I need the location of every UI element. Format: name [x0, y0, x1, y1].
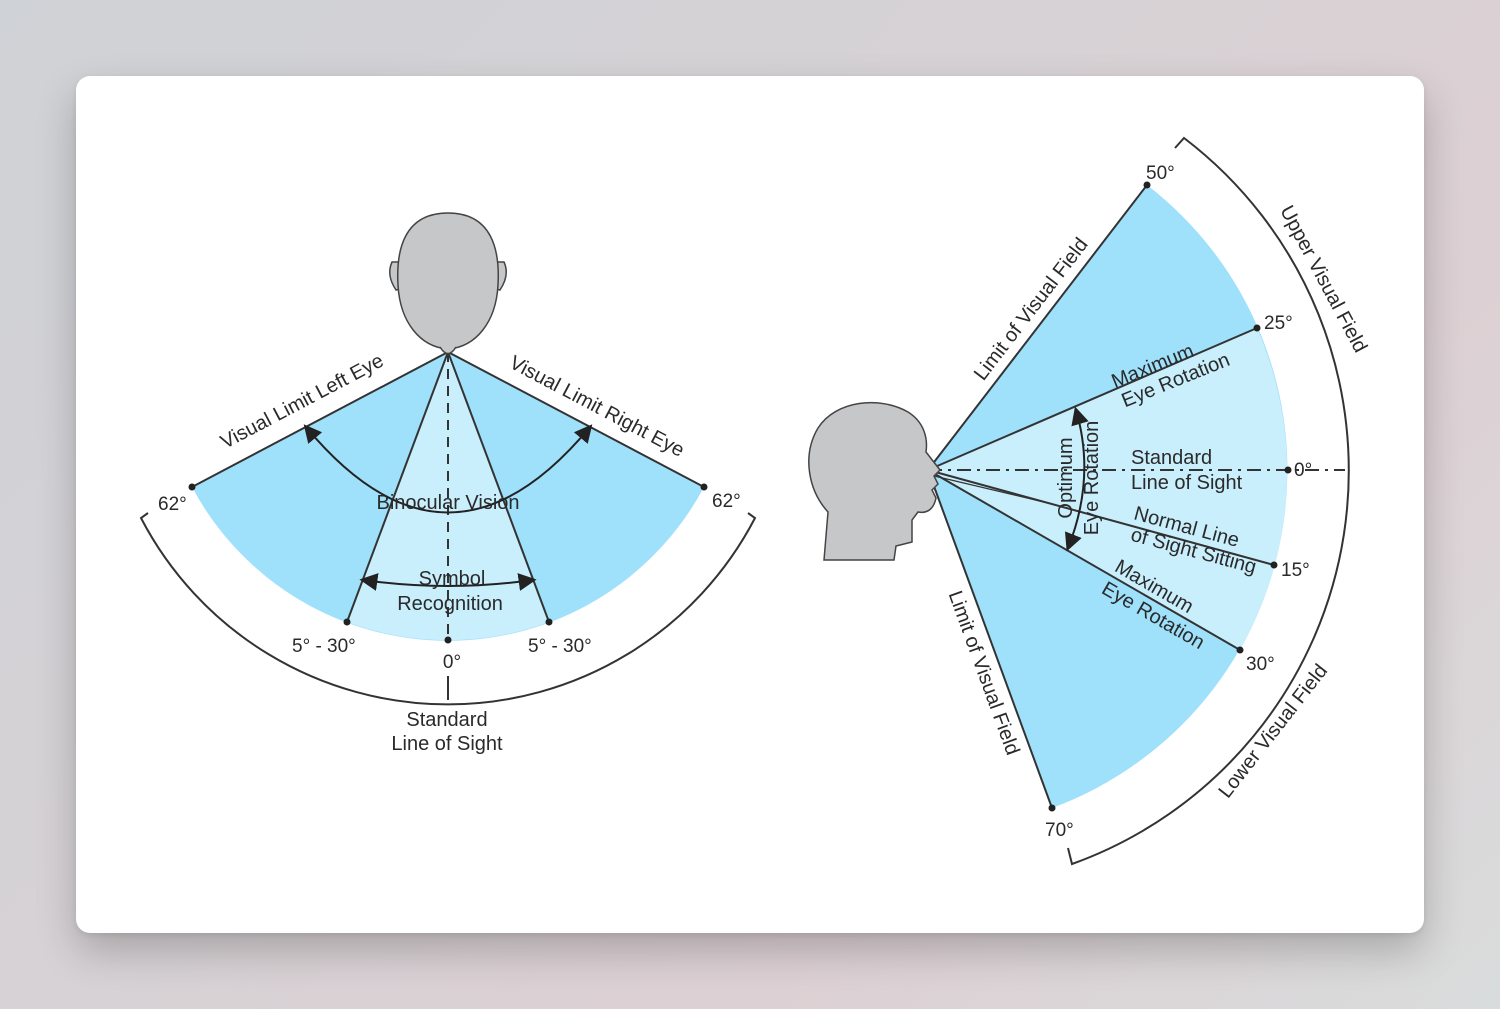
line-of-sight-side-label: Line of Sight: [1131, 472, 1243, 494]
deg-25-label: 25°: [1264, 313, 1293, 334]
optimum-rotation-arrow: [1064, 406, 1089, 552]
side-view: Limit of Visual Field Limit of Visual Fi…: [808, 136, 1371, 866]
eye-rotation-wedge: [928, 328, 1288, 650]
deg-50-label: 50°: [1146, 163, 1175, 184]
range-right-label: 5° - 30°: [528, 636, 592, 657]
range-left-label: 5° - 30°: [292, 636, 356, 657]
deg-15-label: 15°: [1281, 560, 1310, 581]
deg-70-label: 70°: [1045, 820, 1074, 841]
deg-0-label: 0°: [1294, 460, 1312, 481]
line-of-sight-label: Line of Sight: [391, 733, 503, 755]
optimum-eye-rotation-label: Eye Rotation: [1081, 421, 1103, 536]
binocular-arrow: [303, 424, 593, 514]
deg-30-label: 30°: [1246, 654, 1275, 675]
symbol-label: Symbol: [419, 568, 486, 590]
recognition-label-text: Recognition: [397, 593, 503, 615]
zero-label: 0°: [443, 652, 461, 673]
standard-side-label: Standard: [1131, 447, 1212, 469]
head-side-view: [808, 401, 941, 561]
standard-label: Standard: [406, 709, 487, 731]
symbol-arrow: [359, 573, 537, 591]
binocular-vision-label: Binocular Vision: [376, 492, 519, 514]
head-top-view: [389, 212, 507, 355]
optimum-label: Optimum: [1055, 437, 1077, 518]
top-view: Visual Limit Left Eye Visual Limit Right…: [139, 212, 757, 755]
lower-visual-field-label: Lower Visual Field: [1214, 660, 1332, 802]
outer-bracket-arc: [139, 512, 757, 706]
angle-left-label: 62°: [158, 494, 187, 515]
angle-right-label: 62°: [712, 491, 741, 512]
side-outer-bracket: [1067, 136, 1350, 866]
